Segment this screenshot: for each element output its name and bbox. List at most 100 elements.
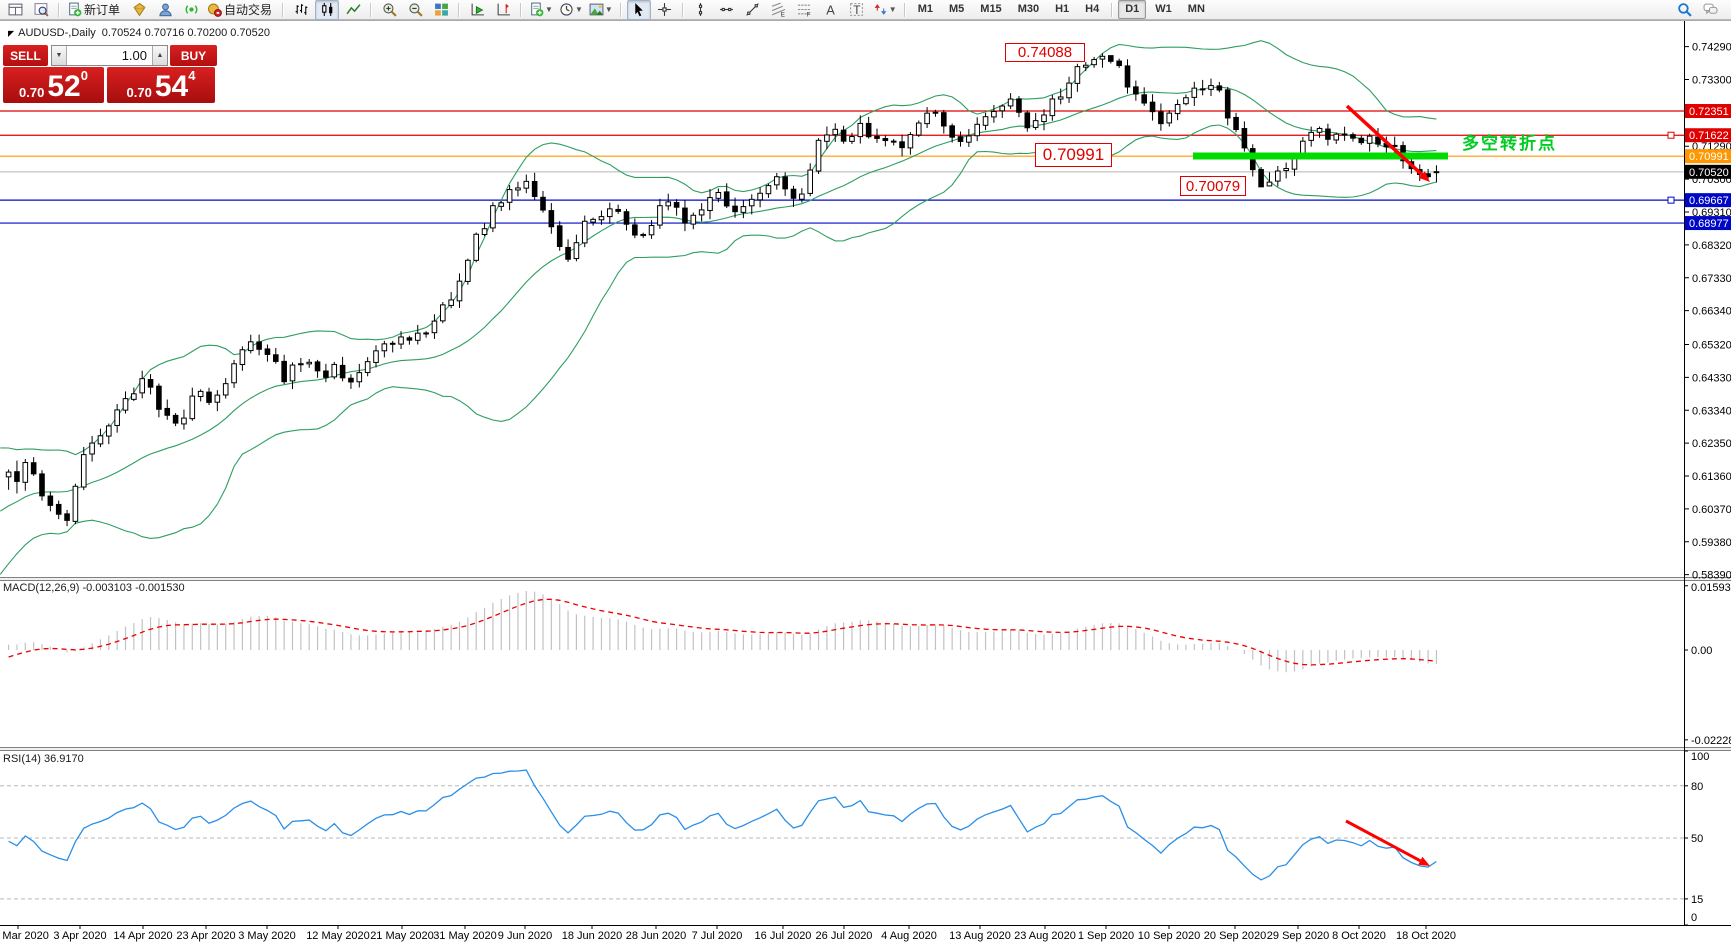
chat-icon[interactable] xyxy=(1698,0,1722,20)
svg-text:0.66340: 0.66340 xyxy=(1692,306,1731,318)
timeframe-h1-button[interactable]: H1 xyxy=(1055,3,1070,15)
crosshair-button[interactable] xyxy=(653,0,677,20)
community-button[interactable] xyxy=(153,0,177,20)
chart-window-icon xyxy=(8,2,23,17)
hline-button[interactable] xyxy=(715,0,739,20)
autotrade-icon xyxy=(207,2,222,17)
signal-icon xyxy=(184,2,199,17)
svg-text:12 May 2020: 12 May 2020 xyxy=(306,930,370,942)
trendline-button[interactable] xyxy=(741,0,765,20)
ohlc-values: 0.70524 0.70716 0.70200 0.70520 xyxy=(101,27,270,39)
new-order-button[interactable]: 新订单 xyxy=(65,0,125,20)
candles-icon xyxy=(320,2,335,17)
tiles-button[interactable] xyxy=(429,0,453,20)
linechart-icon xyxy=(345,2,361,17)
high-price-annotation: 0.74088 xyxy=(1005,43,1085,62)
macd-indicator-label: MACD(12,26,9) -0.003103 -0.001530 xyxy=(3,582,185,594)
svg-text:100: 100 xyxy=(1691,751,1709,763)
chartshift-icon xyxy=(496,2,511,17)
sell-button[interactable]: SELL xyxy=(3,45,49,66)
toolbar-separator xyxy=(458,2,461,17)
cursor-icon xyxy=(631,2,646,17)
toolbar-separator xyxy=(520,2,523,17)
template-button[interactable]: ▼ xyxy=(587,0,615,20)
vline-button[interactable] xyxy=(689,0,713,20)
timeframe-m30-button[interactable]: M30 xyxy=(1017,3,1040,15)
timeframe-m5-button[interactable]: M5 xyxy=(949,3,965,15)
svg-text:T: T xyxy=(854,4,861,17)
timeframe-h4-button[interactable]: H4 xyxy=(1085,3,1100,15)
autoscroll-icon xyxy=(470,2,485,17)
svg-text:4 Aug 2020: 4 Aug 2020 xyxy=(881,930,937,942)
svg-text:0.71622: 0.71622 xyxy=(1689,130,1729,142)
sell-price-big: 52 xyxy=(47,70,81,103)
svg-text:31 May 2020: 31 May 2020 xyxy=(433,930,497,942)
sell-price-sup: 0 xyxy=(80,68,88,83)
svg-text:3 May 2020: 3 May 2020 xyxy=(238,930,295,942)
autoscroll-button[interactable] xyxy=(465,0,489,20)
svg-text:10 Sep 2020: 10 Sep 2020 xyxy=(1138,930,1200,942)
volume-decrease-button[interactable]: ▼ xyxy=(52,46,68,65)
objects-button[interactable] xyxy=(127,0,151,20)
timeframe-d1-button[interactable]: D1 xyxy=(1118,0,1147,19)
toolbar-separator xyxy=(58,2,60,17)
svg-text:50: 50 xyxy=(1691,833,1703,845)
sell-price-button[interactable]: 0.70 52 0 xyxy=(3,67,104,103)
svg-text:0.60370: 0.60370 xyxy=(1692,504,1731,516)
volume-increase-button[interactable]: ▲ xyxy=(152,46,168,65)
new-order-icon xyxy=(67,2,82,17)
line-chart-button[interactable] xyxy=(341,0,365,20)
zoom-in-icon xyxy=(382,2,397,17)
svg-text:0.70520: 0.70520 xyxy=(1689,167,1729,179)
bar-chart-button[interactable] xyxy=(289,0,313,20)
timeframe-m1-button[interactable]: M1 xyxy=(917,3,933,15)
data-window-icon xyxy=(34,2,49,17)
period-clock-button[interactable]: ▼ xyxy=(557,0,585,20)
one-click-trading-panel: SELL ▼ 1.00 ▲ BUY 0.70 52 0 0.70 54 4 xyxy=(3,45,217,103)
tiles-icon xyxy=(434,2,449,17)
volume-stepper: ▼ 1.00 ▲ xyxy=(51,45,169,66)
zoom-in-button[interactable] xyxy=(377,0,401,20)
arrows-button[interactable]: ▼ xyxy=(871,0,899,20)
data-window-button[interactable] xyxy=(29,0,53,20)
timeframe-w1-button[interactable]: W1 xyxy=(1155,3,1172,15)
svg-text:-0.022289: -0.022289 xyxy=(1691,735,1731,747)
auto-trading-button[interactable]: 自动交易 xyxy=(205,0,277,20)
buy-price-button[interactable]: 0.70 54 4 xyxy=(107,67,215,103)
chevron-down-icon: ▼ xyxy=(888,5,897,14)
indicator-add-button[interactable]: ▼ xyxy=(527,0,555,20)
search-icon[interactable] xyxy=(1672,0,1696,20)
svg-text:0.015937: 0.015937 xyxy=(1691,582,1731,594)
text-a-icon: A xyxy=(823,2,838,17)
svg-text:0.74290: 0.74290 xyxy=(1692,42,1731,54)
symbol-ohlc-label: ◤ AUDUSD-,Daily 0.70524 0.70716 0.70200 0.… xyxy=(8,27,270,39)
chart-window-button[interactable] xyxy=(3,0,27,20)
svg-text:8 Oct 2020: 8 Oct 2020 xyxy=(1332,930,1386,942)
signals-button[interactable] xyxy=(179,0,203,20)
fibo-e-button[interactable]: E xyxy=(767,0,791,20)
timeframe-mn-button[interactable]: MN xyxy=(1187,3,1205,15)
candlestick-chart-button[interactable] xyxy=(315,0,340,20)
svg-text:28 Jun 2020: 28 Jun 2020 xyxy=(626,930,687,942)
svg-text:0.67330: 0.67330 xyxy=(1692,273,1731,285)
svg-text:0.73300: 0.73300 xyxy=(1692,75,1731,87)
text-box-button[interactable]: T xyxy=(845,0,869,20)
svg-text:0.59380: 0.59380 xyxy=(1692,537,1731,549)
toolbar-separator xyxy=(903,2,906,17)
svg-text:0.63340: 0.63340 xyxy=(1692,405,1731,417)
volume-input[interactable]: 1.00 xyxy=(67,46,153,65)
svg-text:9 Jun 2020: 9 Jun 2020 xyxy=(498,930,552,942)
svg-text:0.00: 0.00 xyxy=(1691,645,1712,657)
fibo-f-button[interactable]: F xyxy=(793,0,817,20)
chartshift-button[interactable] xyxy=(491,0,515,20)
zoom-out-button[interactable] xyxy=(403,0,427,20)
text-a-button[interactable]: A xyxy=(819,0,843,20)
zoom-out-icon xyxy=(408,2,423,17)
template-icon xyxy=(589,2,604,17)
buy-price-small: 0.70 xyxy=(126,85,152,100)
buy-button[interactable]: BUY xyxy=(170,45,217,66)
vline-icon xyxy=(693,2,708,17)
timeframe-m15-button[interactable]: M15 xyxy=(980,3,1002,15)
cursor-button[interactable] xyxy=(626,0,651,20)
